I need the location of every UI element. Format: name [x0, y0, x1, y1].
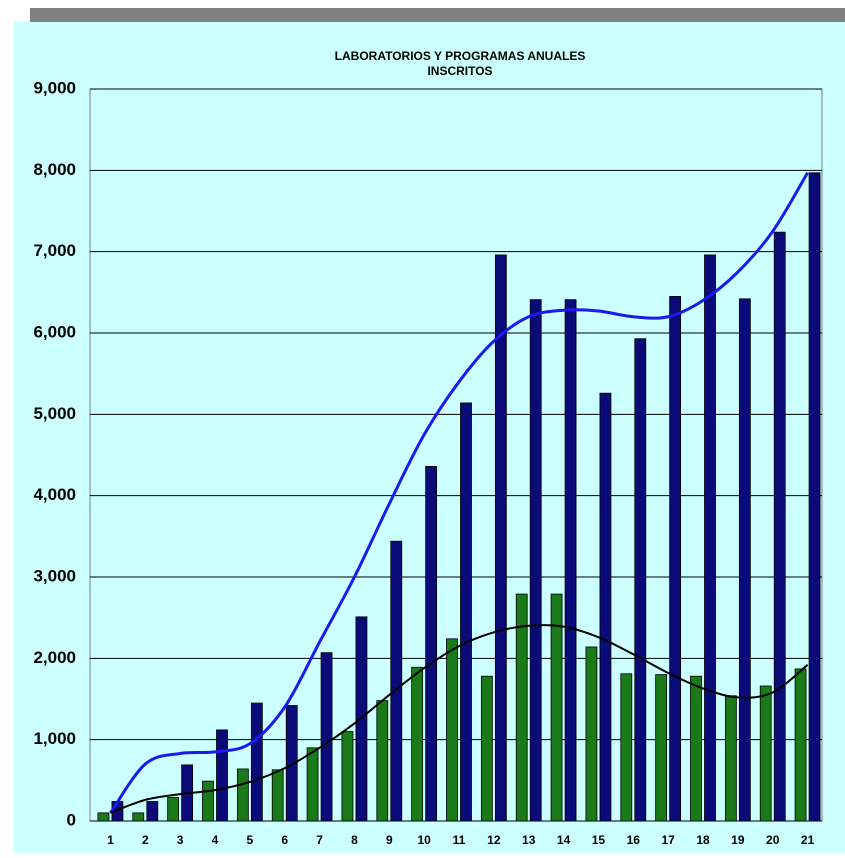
bar — [236, 768, 249, 822]
bar — [655, 674, 668, 822]
bar — [515, 593, 528, 822]
bar — [738, 298, 751, 822]
bar — [599, 392, 612, 822]
bar — [480, 675, 493, 822]
y-tick-label: 6,000 — [33, 322, 76, 341]
x-tick-label: 20 — [766, 833, 780, 847]
bar — [704, 254, 716, 822]
bar — [585, 646, 598, 822]
top-bar — [30, 8, 845, 22]
bar — [132, 812, 145, 822]
bar — [669, 295, 682, 822]
x-tick-label: 19 — [731, 833, 745, 847]
trend-line — [109, 172, 809, 814]
bar — [794, 668, 807, 822]
bar — [376, 700, 389, 822]
x-tick-label: 6 — [281, 833, 288, 847]
bar — [773, 231, 786, 822]
bar — [97, 812, 110, 822]
bar — [446, 638, 458, 822]
y-tick-label: 5,000 — [33, 404, 76, 423]
chart-subtitle: INSCRITOS — [427, 64, 492, 78]
bar — [146, 801, 159, 822]
x-tick-label: 13 — [522, 833, 536, 847]
y-tick-label: 1,000 — [33, 729, 76, 748]
bar — [759, 685, 772, 822]
x-tick-label: 14 — [557, 833, 571, 847]
bar — [250, 702, 263, 822]
bar — [550, 593, 563, 822]
bar — [216, 729, 228, 822]
x-tick-label: 17 — [661, 833, 675, 847]
x-tick-label: 2 — [142, 833, 149, 847]
x-tick-label: 16 — [627, 833, 641, 847]
x-tick-label: 12 — [487, 833, 501, 847]
bar — [390, 540, 403, 822]
x-tick-label: 21 — [801, 833, 815, 847]
x-tick-label: 11 — [453, 833, 466, 847]
bar — [411, 666, 424, 822]
x-tick-label: 18 — [696, 833, 710, 847]
y-tick-label: 2,000 — [33, 648, 76, 667]
y-tick-label: 9,000 — [33, 78, 76, 97]
bar — [724, 695, 737, 822]
x-tick-label: 9 — [386, 833, 393, 847]
x-tick-label: 4 — [212, 833, 219, 847]
x-tick-label: 3 — [177, 833, 184, 847]
bar — [320, 652, 333, 822]
bar — [808, 172, 821, 822]
bar — [271, 769, 284, 822]
x-tick-label: 5 — [247, 833, 254, 847]
bar — [306, 747, 319, 822]
bar — [460, 402, 472, 822]
bar — [425, 465, 438, 822]
bar — [690, 675, 702, 822]
x-tick-label: 8 — [351, 833, 358, 847]
bar — [564, 299, 577, 822]
trend-line — [110, 624, 809, 814]
bar — [285, 705, 298, 822]
y-tick-label: 3,000 — [33, 566, 76, 585]
bar — [620, 673, 633, 822]
x-tick-label: 7 — [316, 833, 323, 847]
bar — [202, 780, 214, 822]
bar — [341, 731, 354, 822]
bar — [167, 797, 180, 822]
y-tick-label: 8,000 — [33, 160, 76, 179]
y-tick-label: 0 — [67, 810, 76, 829]
y-tick-label: 7,000 — [33, 241, 76, 260]
bar — [529, 299, 542, 822]
x-tick-label: 1 — [107, 833, 114, 847]
chart-title: LABORATORIOS Y PROGRAMAS ANUALES — [335, 49, 586, 63]
y-tick-label: 4,000 — [33, 485, 76, 504]
bar — [634, 338, 647, 822]
x-tick-label: 15 — [592, 833, 606, 847]
bar — [494, 254, 507, 822]
x-tick-label: 10 — [417, 833, 431, 847]
